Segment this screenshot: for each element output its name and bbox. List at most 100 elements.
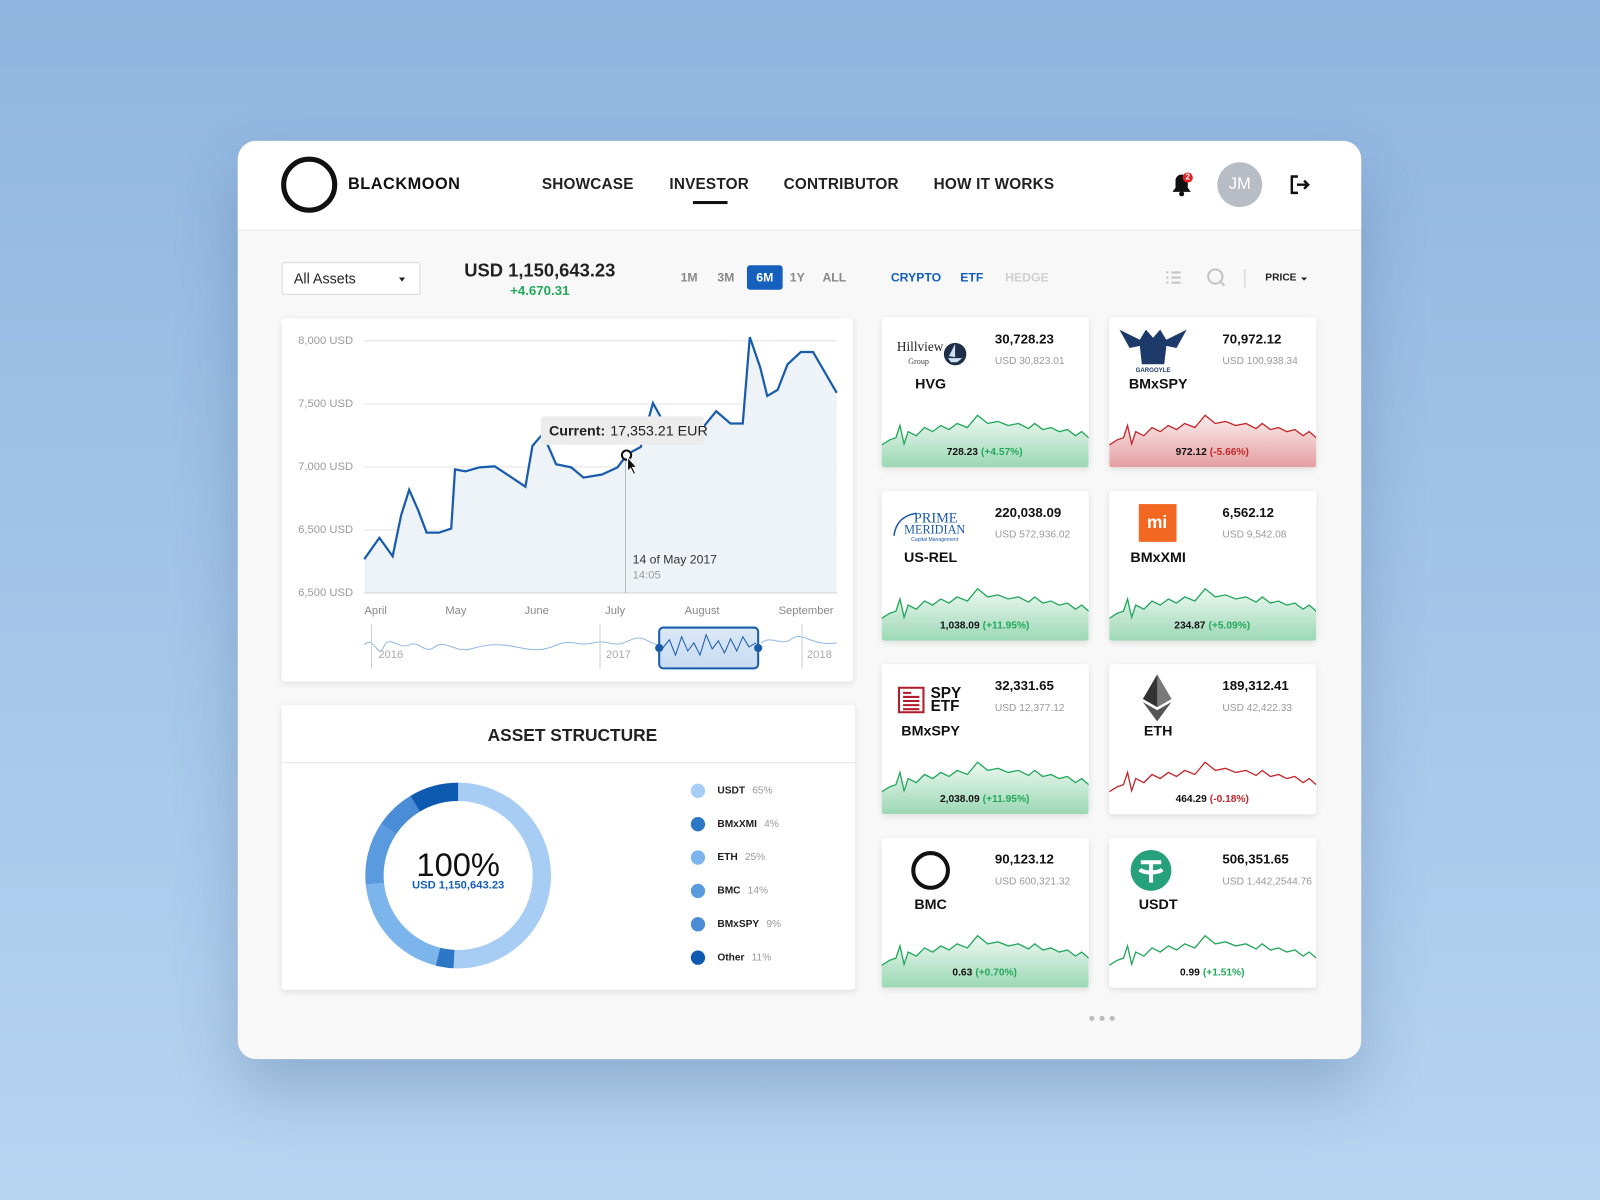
sparkline	[1109, 587, 1317, 620]
asset-value: 728.23 (+4.57%)	[947, 447, 1023, 458]
legend-value: 14%	[748, 886, 768, 897]
sparkline-area	[881, 588, 1089, 641]
sparkline	[881, 761, 1089, 794]
asset-ticker: BMC	[914, 897, 947, 913]
nav-link[interactable]: CONTRIBUTOR	[783, 175, 899, 193]
y-tick-label: 6,500 USD	[298, 587, 353, 599]
logo-shape	[1138, 860, 1164, 883]
donut-segment	[410, 782, 459, 812]
sparkline-area	[881, 935, 1089, 988]
filter-tab[interactable]: HEDGE	[1005, 270, 1049, 285]
asset-card[interactable]: SPY ETF BMxSPY 32,331.65 USD 12,377.12 2,038.…	[881, 664, 1089, 815]
logout-icon[interactable]	[1289, 173, 1311, 195]
filter-tab[interactable]: CRYPTO	[890, 270, 942, 285]
asset-usd: USD 30,823.01	[995, 356, 1065, 367]
y-tick-label: 8,000 USD	[298, 335, 353, 347]
asset-card-graphic: USDT 506,351.65 USD 1,442,2544.76 0.99 (+1.5…	[1109, 849, 1317, 978]
legend-value: 25%	[745, 852, 765, 863]
asset-change: (+5.09%)	[1209, 620, 1251, 631]
y-tick-label: 6,500 USD	[298, 524, 353, 536]
period-tab[interactable]: 3M	[717, 270, 735, 285]
asset-value: 0.63 (+0.70%)	[952, 967, 1017, 978]
sparkline	[1109, 761, 1317, 794]
asset-value-number: 728.23	[947, 447, 978, 458]
divider	[281, 762, 856, 764]
asset-usd: USD 42,422.33	[1222, 703, 1292, 714]
area	[364, 337, 837, 593]
nav-link[interactable]: HOW IT WORKS	[933, 175, 1055, 193]
asset-value: 0.99 (+1.51%)	[1180, 967, 1245, 978]
asset-card[interactable]: PRIME MERIDIAN Capital Management US-REL 220…	[881, 490, 1089, 641]
sparkline-area	[1109, 588, 1317, 641]
legend-label: BMxXMI	[717, 819, 757, 830]
tooltip-label: Current:	[549, 423, 605, 439]
navigator-line	[363, 637, 660, 652]
nav-link[interactable]: INVESTOR	[669, 175, 749, 193]
asset-value-number: 464.29	[1176, 794, 1207, 805]
bell-icon[interactable]	[1166, 169, 1197, 200]
x-tick-label: August	[685, 605, 721, 617]
navigator-label: 2016	[378, 649, 403, 661]
y-tick-label: 7,000 USD	[298, 461, 353, 473]
period-tab[interactable]: ALL	[822, 270, 847, 285]
sparkline	[881, 414, 1089, 447]
pagination-dots[interactable]	[1085, 1013, 1126, 1023]
logo-shape	[903, 691, 920, 711]
asset-ticker: BMxXMI	[1130, 550, 1186, 566]
asset-usd: USD 100,938.34	[1222, 356, 1298, 367]
asset-card[interactable]: BMC 90,123.12 USD 600,321.32 0.63 (+0.70%)	[881, 837, 1089, 988]
asset-price: 90,123.12	[995, 852, 1054, 867]
logo-text: MERIDIAN	[904, 522, 965, 536]
asset-usd: USD 572,936.02	[995, 529, 1071, 540]
logo-shape	[1138, 504, 1177, 542]
asset-card[interactable]: GARGOYLE BMxSPY 70,972.12 USD 100,938.34 972…	[1109, 317, 1317, 468]
x-tick-label: June	[525, 605, 549, 617]
toolbar-icons[interactable]	[1162, 267, 1264, 291]
sparkline-area	[1109, 415, 1317, 468]
asset-card[interactable]: USDT 506,351.65 USD 1,442,2544.76 0.99 (+1.5…	[1109, 837, 1317, 988]
asset-card[interactable]: mi BMxXMI 6,562.12 USD 9,542.08 234.87 (+5.09…	[1109, 490, 1317, 641]
asset-value: 2,038.09 (+11.95%)	[940, 794, 1029, 805]
portfolio-total: USD 1,150,643.23	[464, 260, 616, 281]
asset-card-graphic: GARGOYLE BMxSPY 70,972.12 USD 100,938.34 972…	[1109, 329, 1317, 468]
logo-text: Group	[908, 357, 929, 366]
asset-select-label: All Assets	[293, 270, 356, 287]
header: BLACKMOON SHOWCASE INVESTOR CONTRIBUTOR …	[237, 140, 1362, 231]
asset-card[interactable]: ETH 189,312.41 USD 42,422.33 464.29 (-0.18%)	[1109, 664, 1317, 815]
legend-swatch	[690, 850, 706, 865]
navigator-handle[interactable]	[754, 643, 763, 653]
sparkline	[881, 934, 1089, 967]
asset-select[interactable]: All Assets	[281, 262, 421, 295]
sparkline	[1109, 934, 1317, 967]
legend-swatch	[690, 783, 706, 798]
logo-text: mi	[1147, 512, 1167, 532]
chart-card: 8,000 USD 7,500 USD 7,000 USD 6,500 USD 6,50…	[281, 318, 854, 682]
filter-tab[interactable]: ETF	[960, 270, 984, 285]
x-tick-label: May	[445, 605, 467, 617]
logo-text: Capital Management	[911, 537, 959, 543]
legend-label: USDT	[717, 786, 746, 797]
sort-select[interactable]: PRICE	[1265, 272, 1297, 284]
donut-center-value: 100%	[416, 846, 499, 883]
period-tab[interactable]: 1Y	[789, 270, 805, 285]
nav-link[interactable]: SHOWCASE	[541, 175, 634, 193]
asset-structure-card: ASSET STRUCTURE 100% USD 1,150,643.23 US…	[281, 705, 856, 990]
logo-text: PRIME	[914, 511, 958, 527]
navigator-window[interactable]	[658, 626, 760, 670]
navigator-handle[interactable]	[655, 643, 664, 653]
period-tab[interactable]: 1M	[680, 270, 698, 285]
nav-underline	[692, 201, 728, 205]
period-tab-active[interactable]: 6M	[746, 265, 783, 290]
logo-text: SPY	[931, 685, 962, 702]
donut-segment	[365, 882, 441, 966]
avatar[interactable]: JM	[1217, 162, 1263, 208]
logo-text: GARGOYLE	[1136, 367, 1171, 374]
asset-card[interactable]: Hillview Group HVG 30,728.23 USD 30,823.01 72…	[881, 317, 1089, 468]
y-tick-label: 7,500 USD	[298, 398, 353, 410]
asset-change: (+11.95%)	[983, 620, 1030, 631]
sparkline-area	[881, 762, 1089, 815]
asset-change: (-0.18%)	[1210, 794, 1249, 805]
tooltip-value: 17,353.21 EUR	[610, 423, 708, 439]
